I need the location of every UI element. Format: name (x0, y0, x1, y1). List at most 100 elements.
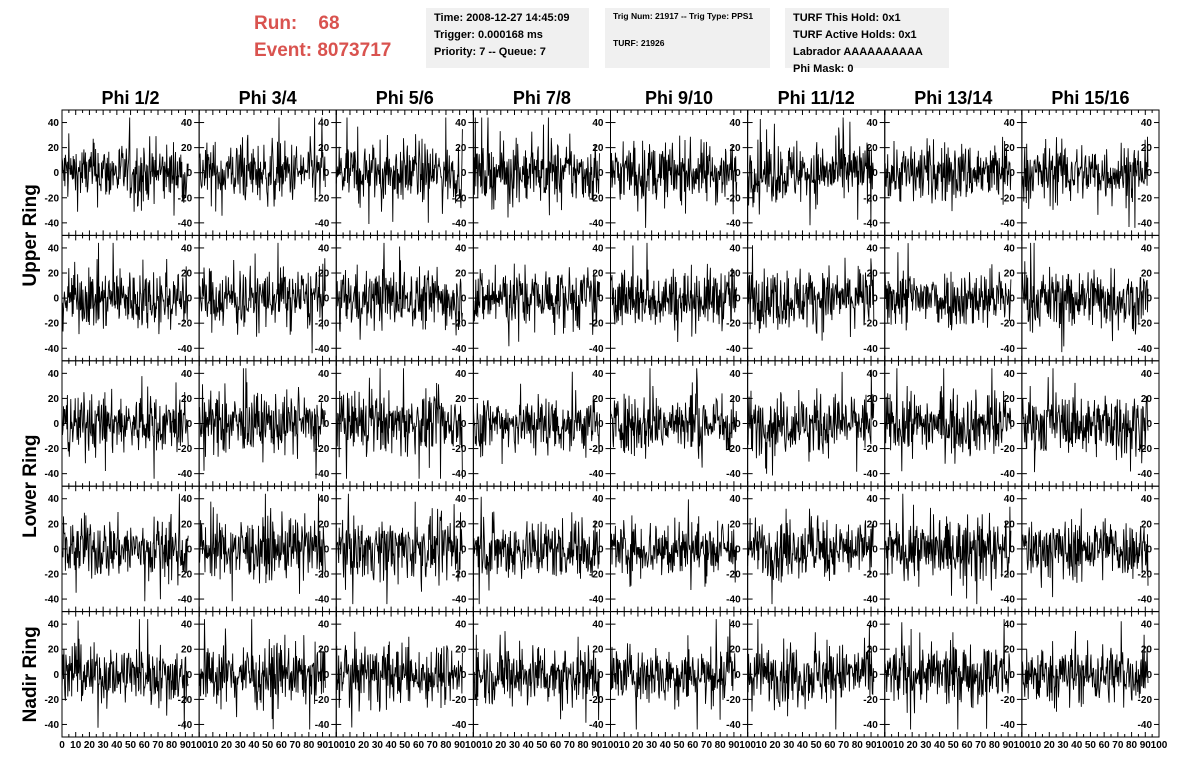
y-tick-label: -20 (726, 695, 741, 706)
y-tick-label: 0 (324, 294, 330, 305)
y-tick-label: 0 (1009, 294, 1015, 305)
y-tick-label: -40 (726, 218, 741, 229)
waveform-trace (747, 619, 875, 730)
x-tick-label: 40 (111, 740, 123, 751)
column-header: Phi 7/8 (513, 88, 571, 108)
y-tick-label: -40 (589, 595, 604, 606)
y-tick-label: 20 (181, 645, 193, 656)
y-tick-label: -40 (178, 218, 193, 229)
y-tick-label: 0 (187, 670, 193, 681)
y-tick-label: 40 (730, 243, 742, 254)
y-tick-label: 0 (735, 294, 741, 305)
y-tick-label: -40 (1000, 344, 1015, 355)
y-tick-label: 40 (181, 494, 193, 505)
x-tick-label: 20 (907, 740, 919, 751)
y-tick-label: 40 (592, 620, 604, 631)
y-tick-label: -40 (452, 469, 467, 480)
y-tick-label: -40 (315, 720, 330, 731)
x-tick-label: 50 (948, 740, 960, 751)
x-tick-label: 80 (440, 740, 452, 751)
x-tick-label: 90 (180, 740, 192, 751)
y-tick-label: -20 (589, 319, 604, 330)
phi-mask-line: Phi Mask: 0 (793, 63, 854, 75)
y-tick-label: 40 (730, 118, 742, 129)
y-tick-label: -20 (45, 193, 60, 204)
y-tick-label: 40 (455, 243, 467, 254)
column-header: Phi 1/2 (102, 88, 160, 108)
y-tick-label: 0 (872, 294, 878, 305)
y-tick-label: 0 (461, 419, 467, 430)
y-tick-label: 20 (1004, 269, 1016, 280)
x-tick-label: 50 (125, 740, 137, 751)
y-tick-label: 40 (1004, 369, 1016, 380)
x-tick-label: 100 (739, 740, 756, 751)
y-tick-label: 20 (592, 394, 604, 405)
y-tick-label: -20 (452, 193, 467, 204)
y-tick-label: -20 (178, 695, 193, 706)
x-tick-label: 80 (715, 740, 727, 751)
y-tick-label: 40 (1004, 243, 1016, 254)
y-tick-label: 40 (592, 118, 604, 129)
x-tick-label: 60 (824, 740, 836, 751)
y-tick-label: -40 (863, 469, 878, 480)
column-header: Phi 3/4 (239, 88, 297, 108)
x-tick-label: 10 (756, 740, 768, 751)
event-label: Event: (254, 40, 313, 61)
waveform-trace (1021, 508, 1149, 598)
y-tick-label: -40 (1000, 218, 1015, 229)
x-tick-label: 10 (482, 740, 494, 751)
y-tick-label: 20 (48, 394, 60, 405)
x-tick-label: 30 (235, 740, 247, 751)
waveform-trace (61, 117, 189, 216)
trig-num-line: Trig Num: 21917 -- Trig Type: PPS1 (613, 11, 754, 21)
y-tick-label: 0 (1146, 670, 1152, 681)
y-tick-label: 40 (1141, 243, 1153, 254)
x-tick-label: 50 (536, 740, 548, 751)
y-tick-label: -40 (863, 344, 878, 355)
row-label: Lower Ring (20, 434, 41, 537)
y-tick-label: -40 (45, 469, 60, 480)
y-tick-label: -40 (726, 720, 741, 731)
waveform-trace (61, 242, 189, 335)
y-tick-label: 20 (48, 645, 60, 656)
y-tick-label: -40 (726, 344, 741, 355)
event-row: Event: 8073717 (254, 37, 391, 64)
y-tick-label: 40 (181, 118, 193, 129)
y-tick-label: 20 (455, 394, 467, 405)
x-tick-label: 30 (783, 740, 795, 751)
y-tick-label: 40 (48, 118, 60, 129)
x-tick-label: 40 (523, 740, 535, 751)
y-tick-label: 40 (867, 118, 879, 129)
row-label: Upper Ring (20, 184, 41, 286)
x-tick-label: 20 (1044, 740, 1056, 751)
y-tick-label: -20 (178, 193, 193, 204)
y-tick-label: 40 (318, 243, 330, 254)
y-tick-label: 20 (181, 519, 193, 530)
y-tick-label: 20 (592, 519, 604, 530)
y-tick-label: 40 (455, 369, 467, 380)
y-tick-label: 40 (455, 118, 467, 129)
y-tick-label: 40 (318, 620, 330, 631)
y-tick-label: -40 (1138, 595, 1153, 606)
y-tick-label: 40 (318, 494, 330, 505)
y-tick-label: 20 (318, 645, 330, 656)
x-tick-label: 60 (139, 740, 151, 751)
waveform-trace (335, 368, 463, 479)
y-tick-label: -20 (589, 193, 604, 204)
y-tick-label: -40 (452, 595, 467, 606)
waveform-trace (1021, 242, 1149, 353)
turf-line: TURF: 21926 (613, 38, 665, 48)
turf-info-box: TURF This Hold: 0x1 TURF Active Holds: 0… (785, 8, 949, 75)
column-header: Phi 11/12 (778, 88, 855, 108)
x-tick-label: 20 (769, 740, 781, 751)
y-tick-label: 20 (318, 519, 330, 530)
y-tick-label: -20 (1000, 695, 1015, 706)
waveform-trace (1021, 621, 1149, 712)
y-tick-label: 40 (181, 369, 193, 380)
y-tick-label: 20 (455, 645, 467, 656)
y-tick-label: 40 (592, 243, 604, 254)
y-tick-label: -20 (1138, 695, 1153, 706)
y-tick-label: 0 (598, 419, 604, 430)
waveform-trace (198, 117, 326, 216)
x-tick-label: 20 (221, 740, 233, 751)
